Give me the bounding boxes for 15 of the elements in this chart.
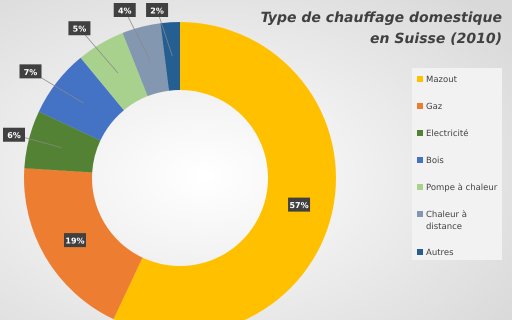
legend-label: Mazout	[426, 75, 458, 85]
legend-label: Chaleur à distance	[426, 210, 467, 232]
legend-label: Autres	[426, 248, 454, 258]
legend-label: Bois	[426, 156, 444, 166]
legend-label: Gaz	[426, 102, 443, 112]
data-label: 57%	[289, 201, 309, 210]
data-label: 4%	[118, 6, 132, 16]
legend-label: Electricité	[426, 129, 468, 139]
data-label: 6%	[7, 131, 21, 140]
data-label: 5%	[72, 24, 86, 34]
data-label: 2%	[150, 6, 164, 16]
data-label: 19%	[65, 236, 85, 246]
text: Type de chauffage domestique en Suisse (2010)	[260, 10, 502, 47]
legend-label: Pompe à chaleur	[426, 183, 498, 193]
data-label: 7%	[24, 68, 38, 77]
